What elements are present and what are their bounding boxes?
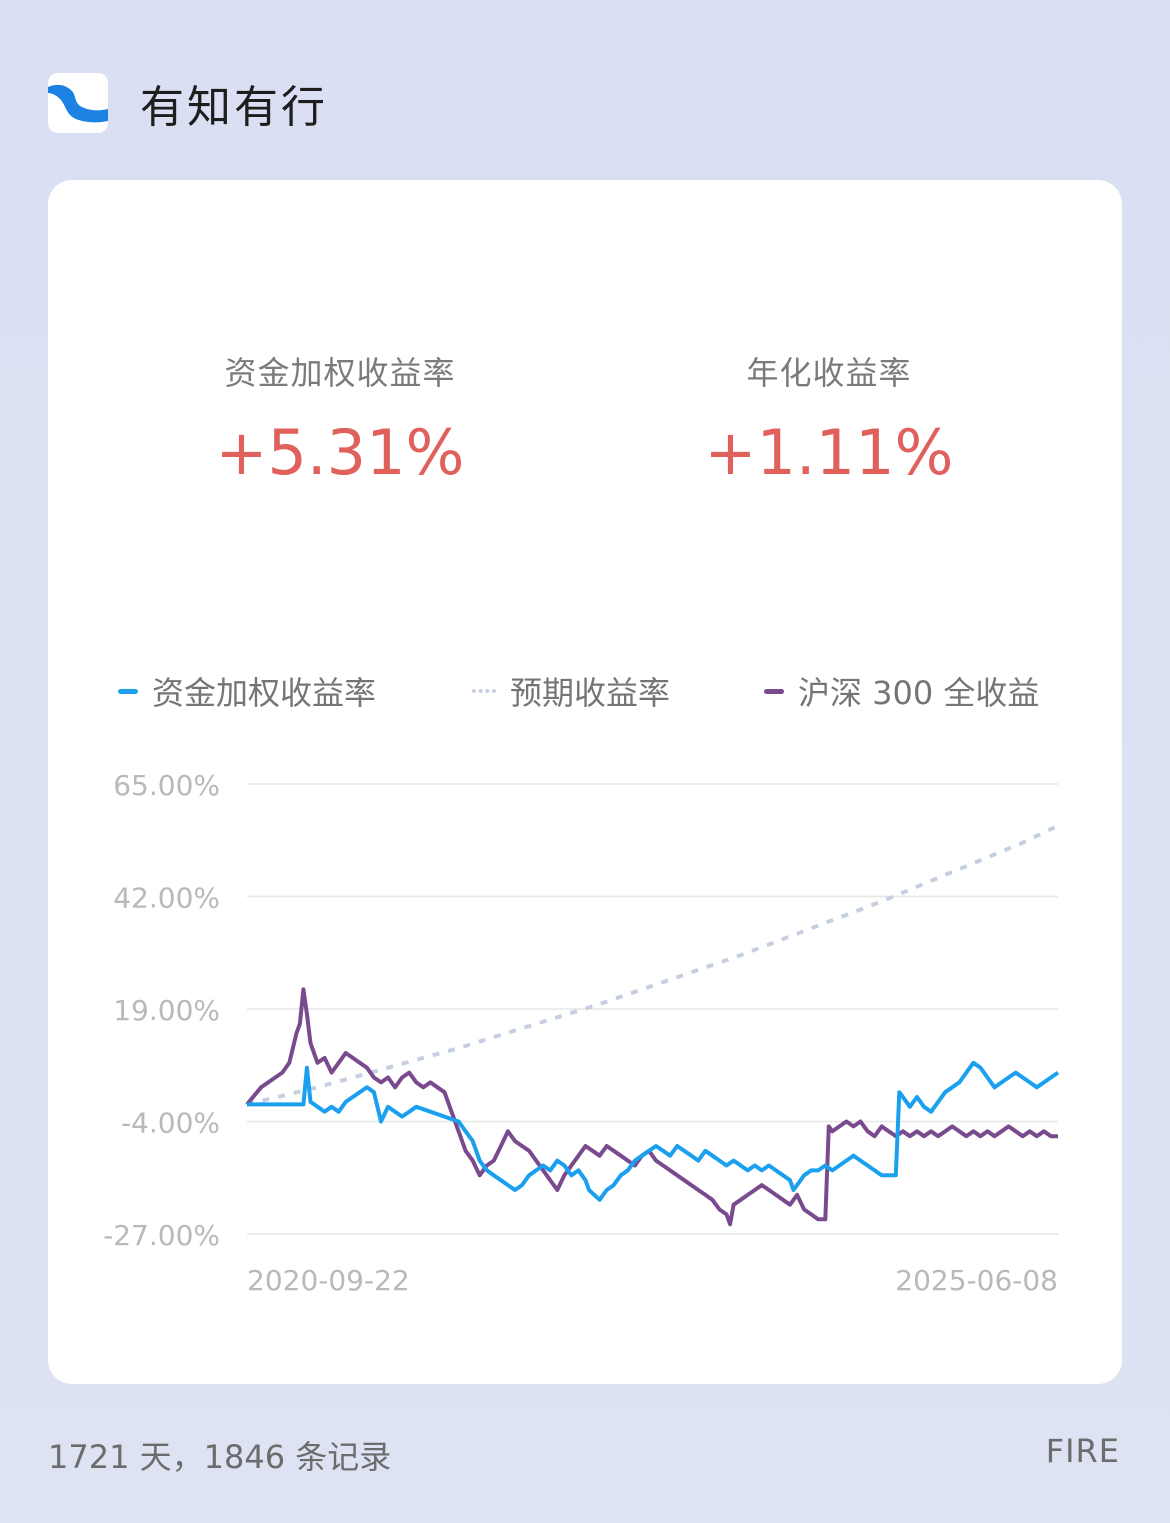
returns-line-chart: 65.00% 42.00% 19.00% -4.00% -27.00% 2020-09-2…	[103, 769, 1060, 1297]
chart-legend: 资金加权收益率 预期收益率 沪深 300 全收益	[48, 668, 1122, 716]
wave-logo-icon	[48, 73, 108, 133]
y-tick-label: 42.00%	[113, 882, 220, 915]
csi300-return-line	[245, 987, 1058, 1227]
y-tick-label: 65.00%	[113, 769, 220, 802]
metric-annualized: 年化收益率 +1.11%	[619, 348, 1039, 489]
app-title: 有知有行	[140, 82, 328, 133]
brand-label: FIRE	[1045, 1432, 1120, 1470]
metric-label: 年化收益率	[746, 354, 912, 392]
legend-label: 资金加权收益率	[152, 674, 377, 712]
app-header: 有知有行	[48, 72, 328, 134]
y-tick-label: -27.00%	[103, 1219, 220, 1252]
record-summary: 1721 天，1846 条记录	[48, 1438, 392, 1476]
y-tick-label: -4.00%	[121, 1107, 220, 1140]
legend-label: 预期收益率	[510, 674, 671, 712]
metric-fund-weighted: 资金加权收益率 +5.31%	[130, 348, 550, 489]
returns-card: 资金加权收益率 +5.31% 年化收益率 +1.11% 资金加权收益率 预期收益…	[48, 180, 1122, 1384]
legend-item-index[interactable]: 沪深 300 全收益	[764, 668, 1039, 714]
fund-return-line	[247, 1060, 1060, 1202]
metric-value: +1.11%	[704, 416, 954, 489]
y-tick-label: 19.00%	[113, 994, 220, 1027]
legend-item-expected[interactable]: 预期收益率	[472, 668, 670, 714]
legend-swatch-dotted	[472, 689, 496, 693]
x-start-label: 2020-09-22	[247, 1264, 410, 1297]
legend-swatch-blue	[118, 688, 138, 694]
legend-swatch-purple	[764, 688, 784, 694]
metric-value: +5.31%	[215, 416, 465, 489]
metric-label: 资金加权收益率	[224, 354, 456, 392]
x-end-label: 2025-06-08	[895, 1264, 1058, 1297]
legend-label: 沪深 300 全收益	[798, 674, 1040, 712]
legend-item-fund[interactable]: 资金加权收益率	[118, 668, 376, 714]
expected-return-line	[246, 823, 1059, 1107]
